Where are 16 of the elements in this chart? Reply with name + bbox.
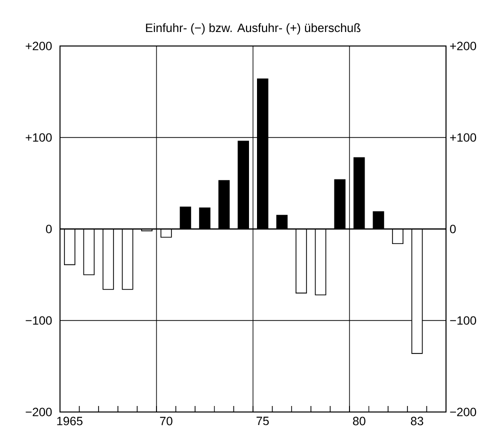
y2-tick-label: −200 xyxy=(450,408,476,416)
y-tick-label: +100 xyxy=(26,133,52,142)
x-tick-label: 80 xyxy=(353,416,366,426)
x-tick-label: 75 xyxy=(256,416,269,426)
y-tick-label: +200 xyxy=(26,42,52,50)
y-tick-label: −100 xyxy=(26,316,52,325)
y2-tick-label: +200 xyxy=(450,42,476,50)
y2-tick-label: 0 xyxy=(450,224,456,234)
y-tick-label: 0 xyxy=(46,224,52,234)
y2-tick-label: +100 xyxy=(450,133,476,142)
y2-tick-label: −100 xyxy=(450,316,476,325)
x-tick-label: 70 xyxy=(160,416,172,426)
y-tick-label: −200 xyxy=(26,408,52,416)
x-tick-label: 83 xyxy=(410,416,424,426)
x-tick-label: 1965 xyxy=(57,416,82,426)
chart-title: Einfuhr- (−) bzw. Ausfuhr- (+) überschuß xyxy=(146,23,360,34)
